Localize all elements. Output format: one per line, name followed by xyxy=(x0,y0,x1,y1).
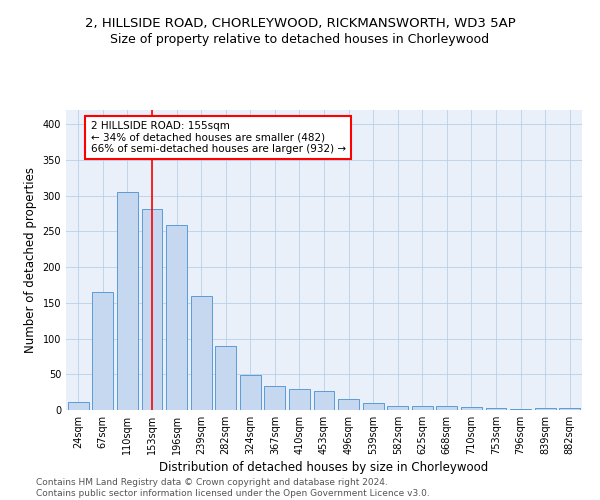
Bar xyxy=(191,296,212,410)
Bar xyxy=(510,408,531,410)
Bar xyxy=(559,408,580,410)
Bar xyxy=(485,408,506,410)
Bar xyxy=(117,192,138,410)
Bar xyxy=(166,225,187,410)
Bar xyxy=(314,390,334,410)
Bar xyxy=(68,402,89,410)
Bar xyxy=(289,390,310,410)
Text: 2, HILLSIDE ROAD, CHORLEYWOOD, RICKMANSWORTH, WD3 5AP: 2, HILLSIDE ROAD, CHORLEYWOOD, RICKMANSW… xyxy=(85,18,515,30)
Text: Contains HM Land Registry data © Crown copyright and database right 2024.
Contai: Contains HM Land Registry data © Crown c… xyxy=(36,478,430,498)
Bar xyxy=(362,403,383,410)
Bar xyxy=(240,375,261,410)
Bar xyxy=(436,406,457,410)
Bar xyxy=(265,386,286,410)
Bar xyxy=(142,210,163,410)
Text: 2 HILLSIDE ROAD: 155sqm
← 34% of detached houses are smaller (482)
66% of semi-d: 2 HILLSIDE ROAD: 155sqm ← 34% of detache… xyxy=(91,120,346,154)
Bar xyxy=(412,406,433,410)
Bar xyxy=(338,398,359,410)
Bar xyxy=(215,346,236,410)
Bar xyxy=(387,406,408,410)
Bar xyxy=(461,407,482,410)
Bar xyxy=(92,292,113,410)
Text: Size of property relative to detached houses in Chorleywood: Size of property relative to detached ho… xyxy=(110,32,490,46)
X-axis label: Distribution of detached houses by size in Chorleywood: Distribution of detached houses by size … xyxy=(160,461,488,474)
Bar xyxy=(535,408,556,410)
Y-axis label: Number of detached properties: Number of detached properties xyxy=(24,167,37,353)
